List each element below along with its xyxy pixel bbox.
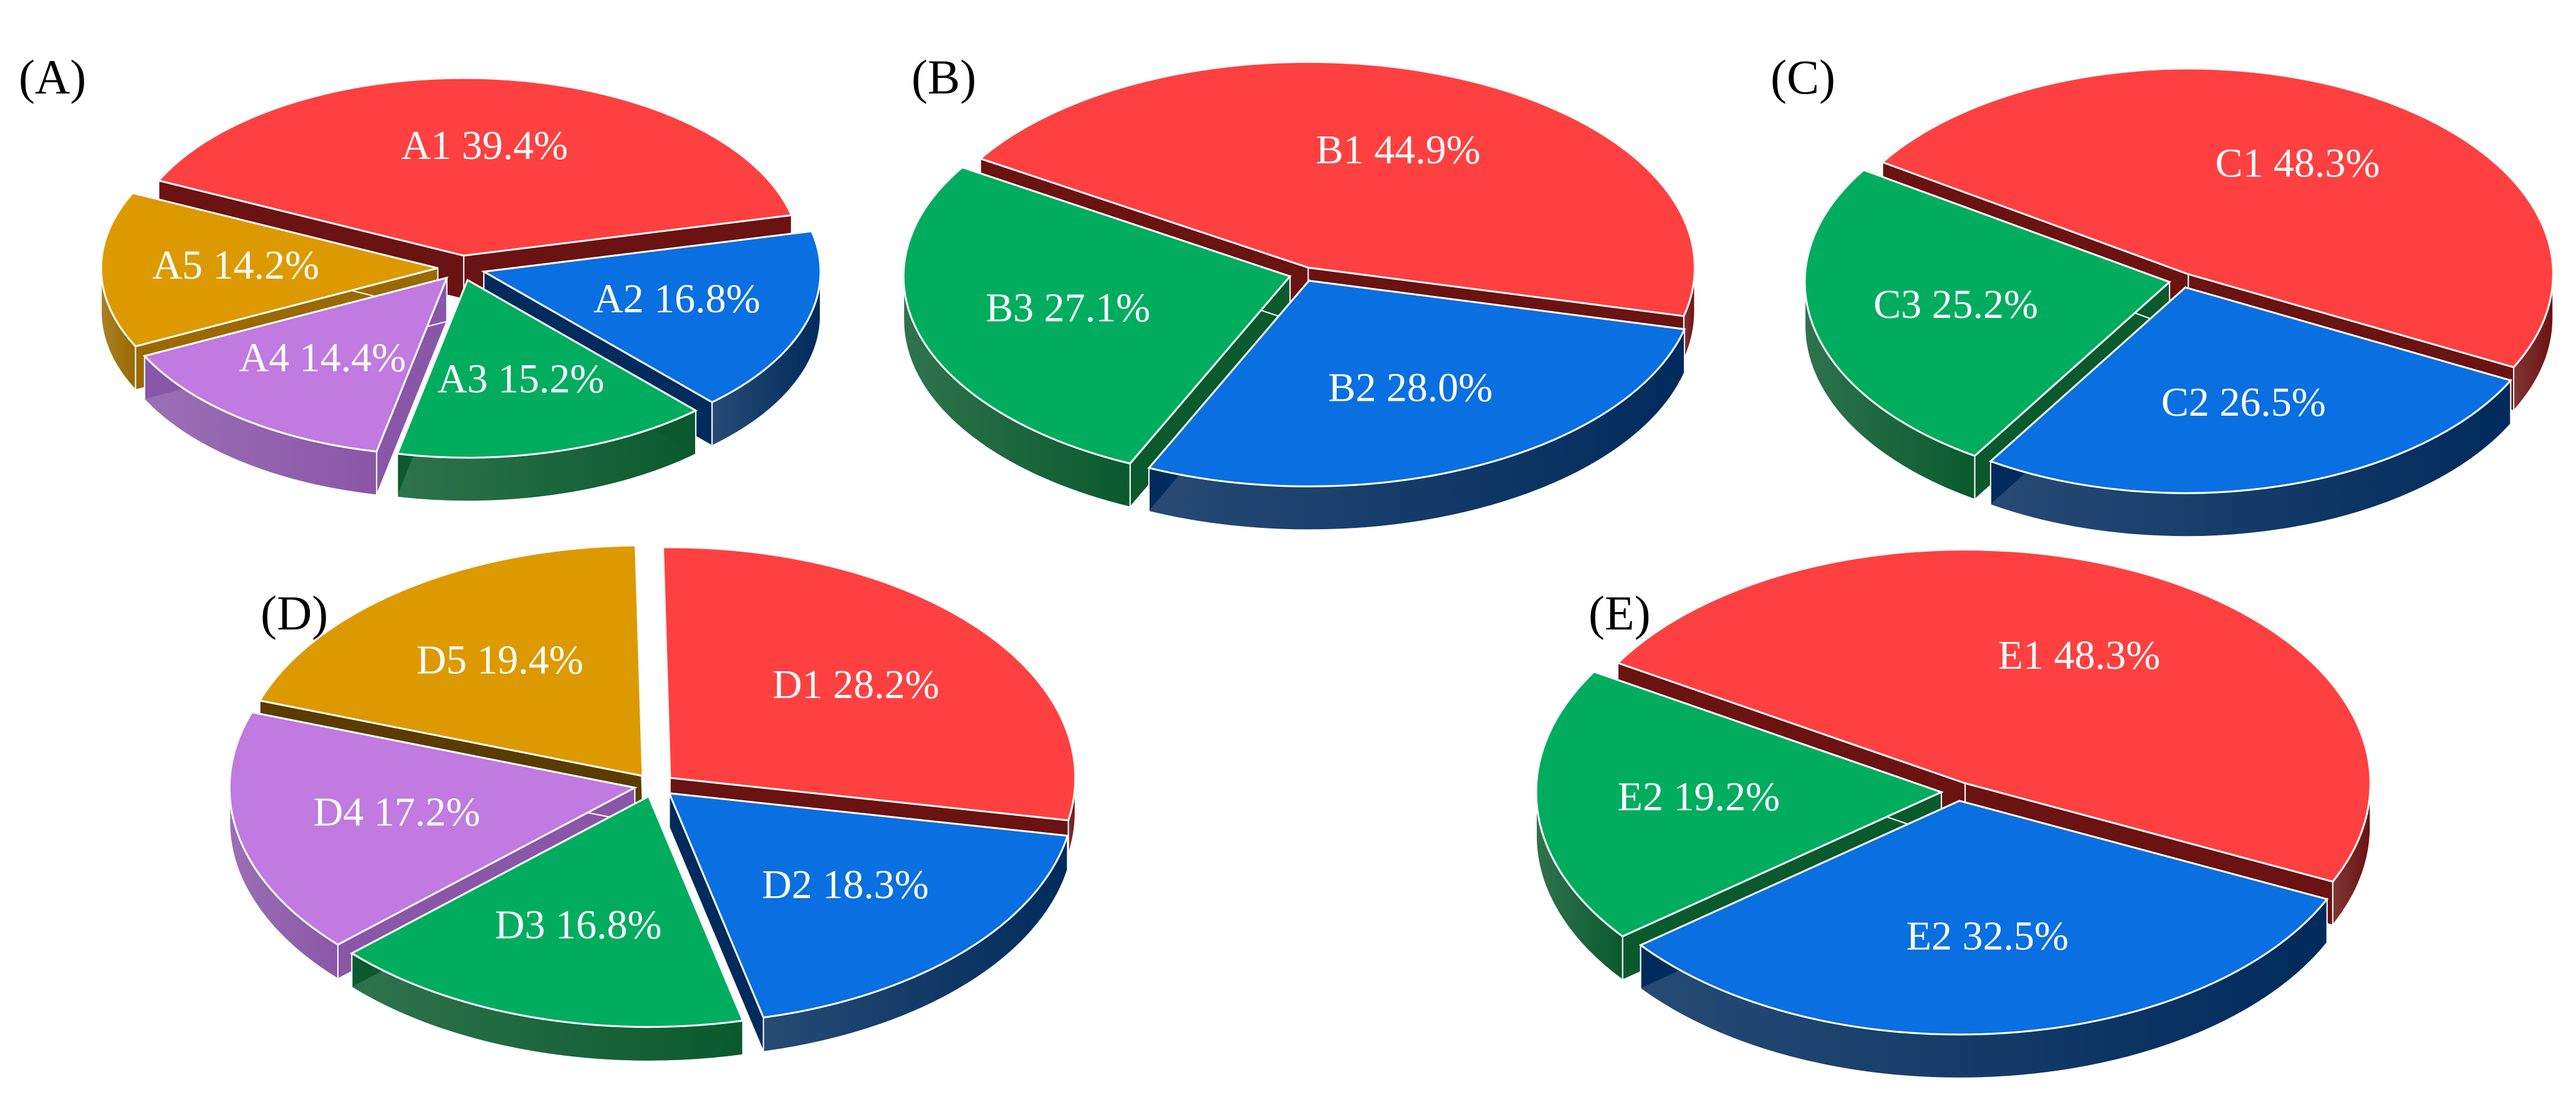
pie-tops: A1 39.4% A2 16.8% A3 15.2% A4 14.4% A5 14.2% [100,77,822,459]
pie-chart-5: E1 48.3% E2 32.5% E2 19.2% (E) [1535,548,2372,1079]
slice-label-a5: A5 14.2% [152,242,319,288]
slice-d4 [228,711,638,946]
slice-a2 [481,230,822,404]
slice-b2 [1147,279,1686,487]
slice-label-c3: C3 25.2% [1873,282,2038,327]
panel-letter: (E) [1588,586,1651,640]
slice-label-a3: A3 15.2% [438,356,605,401]
slice-label-c2: C2 26.5% [2161,380,2326,425]
slice-c1 [1880,67,2554,368]
slice-d3 [350,795,744,1028]
slice-label-d1: D1 28.2% [772,662,940,707]
slice-e1 [1616,548,2372,883]
pie-chart-1: A1 39.4% A2 16.8% A3 15.2% A4 14.4% A5 14.2%… [19,50,822,502]
slice-a1 [156,77,793,257]
slice-b1 [978,60,1696,317]
slice-b3 [902,166,1292,465]
pie-tops: E1 48.3% E2 32.5% E2 19.2% [1535,548,2372,1036]
pie-tops: B1 44.9% B2 28.0% B3 27.1% [902,60,1696,487]
slice-label-b3: B3 27.1% [986,285,1150,331]
slice-label-d5: D5 19.4% [416,637,584,682]
slice-e2 [1535,671,1944,938]
slice-d2 [668,792,1069,1019]
slice-label-a1: A1 39.4% [401,123,568,168]
slice-label-a2: A2 16.8% [594,276,761,322]
slice-c3 [1804,169,2171,457]
pie-chart-2: B1 44.9% B2 28.0% B3 27.1% (B) [902,50,1696,531]
slice-label-d3: D3 16.8% [495,902,662,947]
slice-label-e2: E2 32.5% [1906,914,2069,959]
panel-letter: (A) [19,50,86,104]
panel-letter: (B) [911,50,976,104]
panel-letter: (C) [1771,50,1835,104]
slice-label-b2: B2 28.0% [1328,365,1492,411]
pie-tops: C1 48.3% C2 26.5% C3 25.2% [1804,67,2554,494]
slice-c2 [1989,286,2512,494]
slice-d1 [661,546,1077,821]
slice-label-d2: D2 18.3% [762,862,929,907]
panel-letter: (D) [261,586,328,640]
slice-a3 [396,279,698,459]
slice-label-e1: E1 48.3% [1998,633,2160,678]
slice-e2 [1638,800,2329,1036]
pie-chart-3: C1 48.3% C2 26.5% C3 25.2% (C) [1771,50,2554,538]
slice-label-b1: B1 44.9% [1316,127,1481,173]
slice-label-a4: A4 14.4% [239,335,406,381]
pie-chart-4: D1 28.2% D2 18.3% D3 16.8% D4 17.2% D5 19.4%… [228,544,1077,1062]
slice-label-e2: E2 19.2% [1618,774,1780,820]
pie-tops: D1 28.2% D2 18.3% D3 16.8% D4 17.2% D5 19.4% [228,544,1077,1028]
slice-a4 [143,276,449,453]
slice-label-d4: D4 17.2% [314,790,481,835]
slice-label-c1: C1 48.3% [2215,141,2380,186]
slice-a5 [100,192,438,348]
slice-d5 [258,544,644,777]
